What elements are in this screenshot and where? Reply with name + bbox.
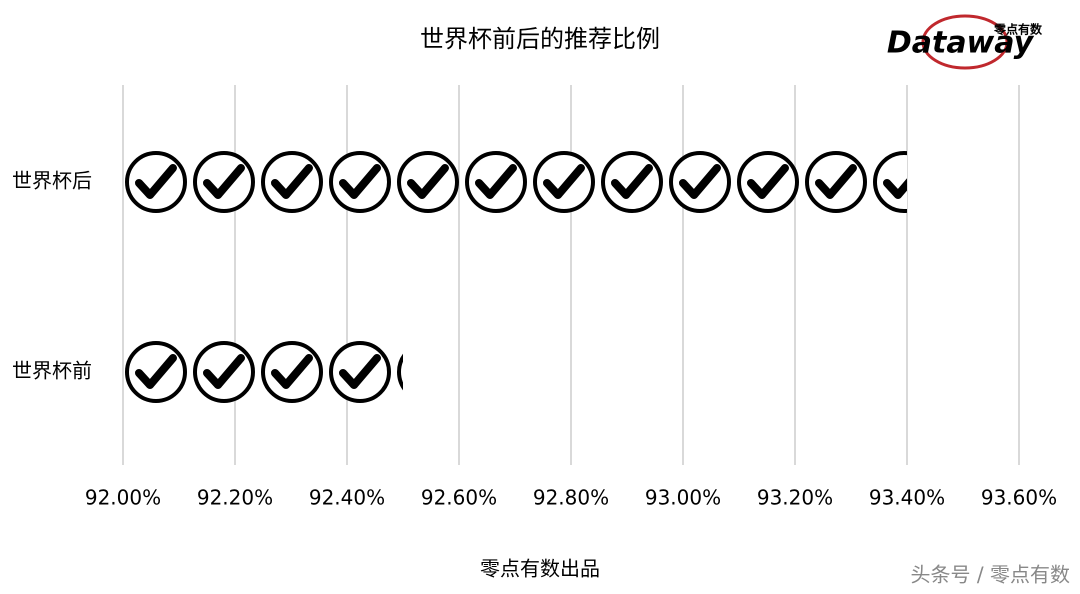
icon-check (815, 164, 857, 199)
icon-check (543, 164, 585, 199)
icon-check (135, 354, 177, 389)
y-tick-label: 世界杯后 (12, 169, 92, 193)
chart-title: 世界杯前后的推荐比例 (420, 25, 660, 53)
icon-check (407, 164, 449, 199)
icon-check (135, 164, 177, 199)
icon-check (203, 164, 245, 199)
x-tick-label: 93.60% (981, 486, 1057, 510)
icon-check (203, 354, 245, 389)
x-tick-label: 92.60% (421, 486, 497, 510)
logo-name: Dataway (887, 26, 1035, 61)
icon-check (339, 354, 381, 389)
x-tick-label: 93.40% (869, 486, 945, 510)
x-tick-label: 92.00% (85, 486, 161, 510)
bar (125, 341, 403, 403)
logo-ring (921, 14, 1009, 70)
icon-check (271, 354, 313, 389)
icon-check (271, 164, 313, 199)
x-tick-label: 93.20% (757, 486, 833, 510)
logo: Dataway 零点有数 (887, 14, 1043, 70)
x-axis-label: 零点有数出品 (480, 557, 600, 581)
icon-check (883, 178, 907, 199)
icon-circle (397, 353, 403, 391)
x-tick-label: 93.00% (645, 486, 721, 510)
icon-check (475, 164, 517, 199)
x-tick-label: 92.80% (533, 486, 609, 510)
icon-check (339, 164, 381, 199)
watermark: 头条号 / 零点有数 (911, 563, 1070, 587)
icon-check (611, 164, 653, 199)
icon-check (747, 164, 789, 199)
y-tick-label: 世界杯前 (12, 359, 92, 383)
logo-subtitle: 零点有数 (993, 22, 1043, 37)
x-tick-label: 92.20% (197, 486, 273, 510)
icon-check (679, 164, 721, 199)
bar (125, 151, 907, 213)
x-tick-label: 92.40% (309, 486, 385, 510)
